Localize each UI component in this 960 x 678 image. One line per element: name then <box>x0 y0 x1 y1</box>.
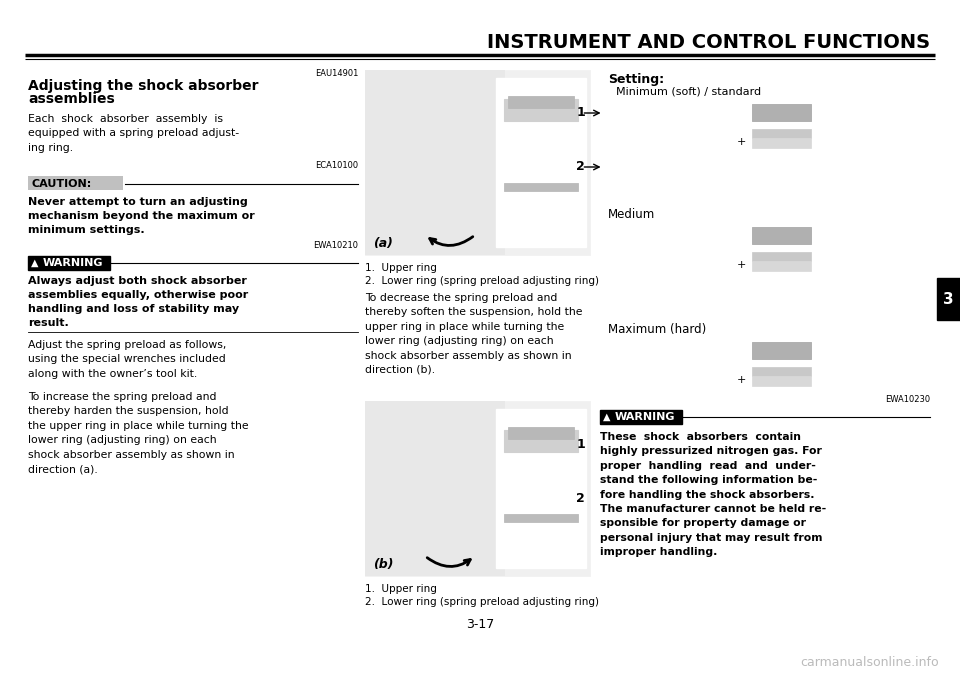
Bar <box>495 409 586 568</box>
Text: Never attempt to turn an adjusting
mechanism beyond the maximum or
minimum setti: Never attempt to turn an adjusting mecha… <box>28 197 254 235</box>
Bar <box>752 342 811 359</box>
Text: 2.  Lower ring (spring preload adjusting ring): 2. Lower ring (spring preload adjusting … <box>365 276 599 286</box>
Text: (b): (b) <box>373 558 394 571</box>
Bar <box>752 252 811 261</box>
Bar <box>752 376 811 386</box>
Text: To decrease the spring preload and
thereby soften the suspension, hold the
upper: To decrease the spring preload and there… <box>365 293 583 375</box>
Text: Adjusting the shock absorber: Adjusting the shock absorber <box>28 79 258 93</box>
Bar <box>503 430 578 452</box>
Bar <box>752 261 811 271</box>
Text: +: + <box>737 375 746 385</box>
Bar <box>365 70 590 255</box>
Bar <box>600 410 682 424</box>
Bar <box>752 129 811 138</box>
Bar <box>28 256 110 270</box>
Text: 3-17: 3-17 <box>466 618 494 631</box>
Text: 1.  Upper ring: 1. Upper ring <box>365 584 437 594</box>
Bar <box>365 70 505 255</box>
Text: Adjust the spring preload as follows,
using the special wrenches included
along : Adjust the spring preload as follows, us… <box>28 340 227 379</box>
Text: EAU14901: EAU14901 <box>315 68 358 77</box>
Text: ECA10100: ECA10100 <box>315 161 358 170</box>
Text: assemblies: assemblies <box>28 92 115 106</box>
Bar <box>503 514 578 522</box>
Text: 2.  Lower ring (spring preload adjusting ring): 2. Lower ring (spring preload adjusting … <box>365 597 599 607</box>
Bar <box>600 70 930 390</box>
Text: 1: 1 <box>576 106 585 119</box>
Bar <box>28 176 123 190</box>
Text: 2: 2 <box>576 492 585 504</box>
Text: Maximum (hard): Maximum (hard) <box>608 323 707 336</box>
Text: 1: 1 <box>576 437 585 450</box>
Bar <box>495 78 586 247</box>
Bar <box>752 367 811 376</box>
Text: CAUTION:: CAUTION: <box>31 179 91 189</box>
Text: ▲: ▲ <box>603 412 611 422</box>
Text: (a): (a) <box>373 237 393 250</box>
Text: Each  shock  absorber  assembly  is
equipped with a spring preload adjust-
ing r: Each shock absorber assembly is equipped… <box>28 114 239 153</box>
Text: WARNING: WARNING <box>615 412 676 422</box>
Text: EWA10210: EWA10210 <box>313 241 358 250</box>
Text: +: + <box>737 137 746 147</box>
Bar <box>365 401 505 576</box>
Text: These  shock  absorbers  contain
highly pressurized nitrogen gas. For
proper  ha: These shock absorbers contain highly pre… <box>600 432 827 557</box>
Text: Minimum (soft) / standard: Minimum (soft) / standard <box>616 87 761 97</box>
Text: Always adjust both shock absorber
assemblies equally, otherwise poor
handling an: Always adjust both shock absorber assemb… <box>28 276 249 328</box>
Bar <box>365 401 590 576</box>
Bar <box>752 227 811 244</box>
Bar <box>508 427 573 439</box>
Text: EWA10230: EWA10230 <box>885 395 930 405</box>
Bar <box>503 99 578 121</box>
Text: 2: 2 <box>576 161 585 174</box>
Text: Setting:: Setting: <box>608 73 664 87</box>
Bar <box>937 278 960 320</box>
Text: carmanualsonline.info: carmanualsonline.info <box>801 656 939 669</box>
Text: WARNING: WARNING <box>43 258 104 268</box>
Text: INSTRUMENT AND CONTROL FUNCTIONS: INSTRUMENT AND CONTROL FUNCTIONS <box>487 33 930 52</box>
Text: ▲: ▲ <box>31 258 38 268</box>
Text: 1.  Upper ring: 1. Upper ring <box>365 263 437 273</box>
Text: To increase the spring preload and
thereby harden the suspension, hold
the upper: To increase the spring preload and there… <box>28 392 249 474</box>
Bar <box>508 96 573 108</box>
Bar <box>503 183 578 191</box>
Text: 3: 3 <box>943 292 953 308</box>
Text: +: + <box>737 260 746 270</box>
Text: Medium: Medium <box>608 209 656 222</box>
Bar <box>752 138 811 148</box>
Bar <box>752 104 811 121</box>
